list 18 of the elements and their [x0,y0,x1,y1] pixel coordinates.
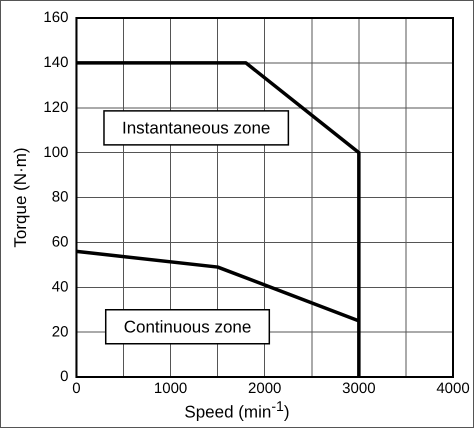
x-axis-title: Speed (min$^{-1}$) [183,399,291,423]
x-tick-label: 4000 [436,380,470,398]
y-tick-label: 120 [43,98,68,116]
y-tick-label: 100 [43,144,68,161]
annotation: Instantaneous zone [122,118,270,138]
x-tick-label: 2000 [248,380,282,398]
y-tick-label: 160 [43,9,68,26]
y-axis-title: Torque (N·m) [10,147,30,248]
y-tick-label: 80 [52,188,68,206]
x-tick-label: 0 [72,380,81,398]
y-tick-label: 20 [52,323,68,340]
y-tick-label: 40 [52,278,68,296]
y-tick-label: 140 [43,54,68,72]
x-tick-label: 3000 [342,380,376,398]
y-tick-label: 0 [60,368,68,386]
y-tick-label: 60 [52,234,68,251]
annotation: Continuous zone [124,317,252,336]
x-tick-label: 1000 [154,380,188,398]
